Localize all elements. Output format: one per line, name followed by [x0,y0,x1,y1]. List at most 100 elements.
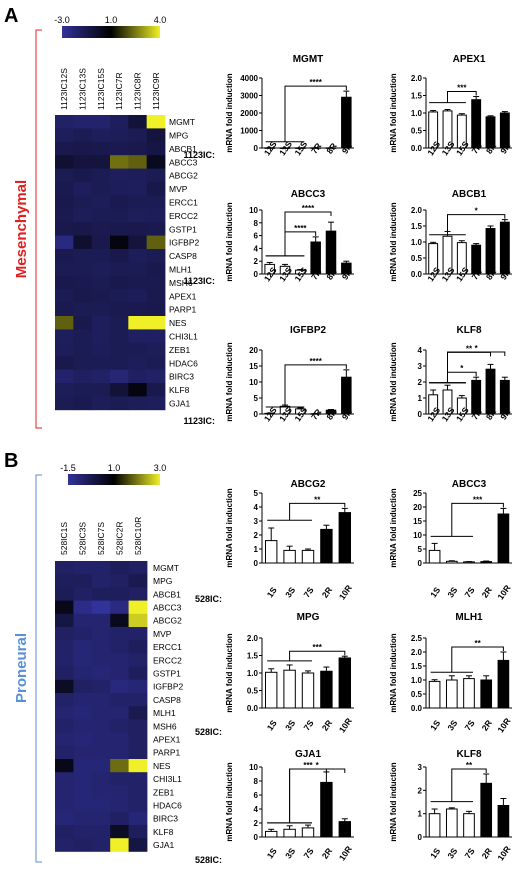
y-tick-label: 1.0 [411,676,423,685]
heatmap-cell [110,732,129,747]
heatmap-cell [55,653,74,667]
y-tick-label: 1 [418,394,423,403]
heatmap-row-label: CASP8 [153,695,181,705]
heatmap-cell [110,275,129,290]
bar [471,244,482,275]
heatmap-cell [146,222,166,236]
heatmap-cell [55,115,74,129]
scale-mid-label: 1.0 [105,15,118,25]
y-tick-label: 3 [254,517,259,526]
heatmap-cell [55,666,74,681]
heatmap-cell [55,745,74,760]
significance-bracket [451,646,504,673]
heatmap-cell [73,574,93,588]
heatmap-cell [128,195,148,210]
y-tick-label: 15 [249,362,258,371]
heatmap-cell [110,561,129,575]
bar [497,513,510,564]
heatmap-cell [110,759,129,773]
heatmap-cell [128,772,148,786]
heatmap-cell [91,759,111,773]
significance-label: ** [466,344,473,353]
heatmap-cell [128,759,148,773]
scale-max-label: 3.0 [154,463,167,473]
heatmap-cell [91,329,111,344]
heatmap-cell [91,208,111,223]
y-axis-label: mRNA fold induction [389,633,398,712]
heatmap-row-label: ERCC2 [169,211,198,221]
heatmap-column-label: 528IC7S [96,522,106,555]
heatmap-cell [146,249,166,263]
heatmap-cell [128,356,148,370]
bar [428,243,439,275]
y-axis-label: mRNA fold induction [389,488,398,567]
heatmap-cell [110,141,129,156]
significance-label: ** [314,495,321,504]
y-tick-label: 2.0 [411,648,423,657]
y-tick-label: 1.5 [411,92,423,101]
heatmap-cell [73,600,93,615]
heatmap-cell [91,811,111,826]
x-tick-label: 10R [337,844,354,863]
heatmap-cell [146,316,166,330]
heatmap-cell [55,587,74,601]
bar [442,235,453,275]
heatmap-cell [55,329,74,344]
bar [320,528,333,564]
heatmap-cell [91,627,111,641]
bar [301,672,315,709]
x-tick-label: 7S [301,846,315,861]
heatmap-cell [73,825,93,839]
bar [325,147,337,149]
heatmap-row-label: KLF8 [153,827,174,837]
x-tick-label: 2R [320,718,334,733]
chart-title: KLF8 [457,749,482,760]
y-axis-label: mRNA fold induction [389,342,398,421]
heatmap-cell [91,342,111,357]
bar [428,813,441,838]
significance-label: **** [309,78,322,87]
y-tick-label: 4 [254,244,259,253]
heatmap-row-label: MSH6 [169,278,193,288]
x-tick-label: 1S [265,846,279,861]
heatmap-cell [73,772,93,786]
heatmap-cell [128,115,148,129]
heatmap-cell [55,195,74,210]
x-tick-label: 3S [445,585,459,600]
heatmap-cell [146,182,166,196]
heatmap-column-label: 1123IC9R [151,72,161,110]
heatmap-row-label: ERCC1 [169,197,198,207]
heatmap-cell [110,369,129,384]
bar [264,540,278,564]
heatmap-cell [73,627,93,641]
x-tick-label: 2R [480,846,494,861]
heatmap-cell [91,356,111,370]
heatmap-cell [91,316,111,330]
subtype-label: Mesenchymal [13,180,30,278]
heatmap-cell [91,745,111,760]
heatmap-cell [73,128,93,143]
heatmap-cell [128,745,148,760]
bar [264,263,275,275]
bar [471,379,482,415]
y-tick-label: 2 [254,257,259,266]
heatmap-row-label: NES [169,318,187,328]
x-tick-label: 2R [480,585,494,600]
y-axis-label: mRNA fold induction [225,342,234,421]
significance-bracket [447,214,506,235]
heatmap-row-label: IGFBP2 [153,682,184,692]
heatmap-cell [128,653,148,667]
heatmap-cell [146,396,166,411]
y-tick-label: 1.0 [411,238,423,247]
heatmap-cell [110,342,129,357]
heatmap-cell [128,785,148,799]
y-tick-label: 0.0 [411,704,423,713]
heatmap-cell [146,383,166,397]
heatmap-cell [128,182,148,196]
heatmap-row-label: ABCG2 [153,616,182,626]
y-tick-label: 2 [254,531,259,540]
heatmap-cell [110,666,129,681]
group-prefix-label: 1123IC: [183,416,215,426]
x-tick-label: 3S [445,846,459,861]
heatmap-cell [73,653,93,667]
